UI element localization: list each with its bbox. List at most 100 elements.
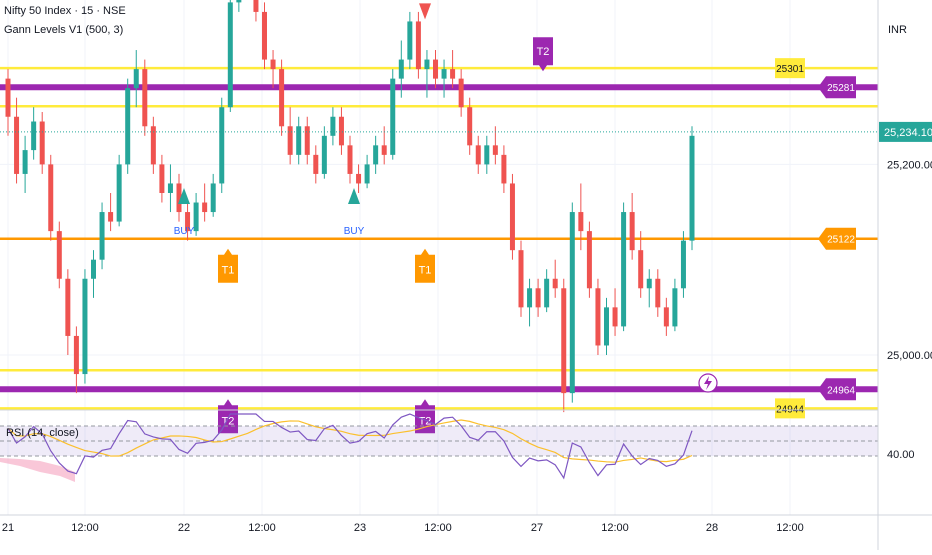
buy-signal-label: BUY [344,226,365,237]
level-label-text: 25301 [776,64,804,75]
candle-body [279,69,285,127]
candle-body [65,278,71,336]
candle-body [612,307,618,327]
time-tick-label: 12:00 [424,522,452,534]
time-tick-label: 12:00 [248,522,276,534]
candle-body [441,69,447,79]
signals: SELLSELLBUYBUY [174,3,718,393]
currency-label[interactable]: INR [888,24,907,36]
level-label-box [818,227,856,250]
candle-body [518,250,524,308]
candle-body [646,278,652,289]
candle-body [475,145,481,165]
level-markers: T2T2T1T1T1T2T1T1T2T2 [218,37,553,434]
level-marker-text: T1 [222,265,235,277]
rsi-oversold-fill [0,458,75,482]
price-tick-label: 25,200.00 [887,159,932,171]
candle-body [364,164,370,184]
candle-body [270,59,276,70]
candle-body [373,145,379,165]
buy-signal-label: BUY [174,226,195,237]
candle-body [586,231,592,289]
candle-body [5,78,11,117]
rsi-panel [0,409,878,482]
candle-body [604,307,609,346]
candle-body [99,212,105,260]
candle-body [552,278,558,289]
candle-body [48,164,54,232]
candle-body [672,288,678,327]
level-label-box [775,58,805,79]
candle-body [321,135,327,174]
candle-body [424,59,430,70]
candle-body [356,173,362,184]
candle-body [638,250,644,289]
candle-body [167,183,173,193]
level-label-text: 24964 [827,385,855,396]
candle-body [398,59,404,79]
candle-body [91,259,96,279]
level-marker-flag [533,37,553,72]
candle-body [347,145,353,174]
candle-body [450,69,456,79]
rsi-title: RSI (14, close) [6,427,79,439]
rsi-band [0,426,878,456]
candle-body [458,78,464,108]
time-tick-label: 12:00 [71,522,99,534]
rsi-tick-label: 40.00 [887,449,915,461]
level-label-box [818,378,856,401]
level-marker-flag [415,399,435,434]
candle-body [655,278,661,308]
candle-body [262,11,267,60]
candle-body [227,2,233,108]
symbol-title: Nifty 50 Index · 15 · NSE [4,5,126,17]
time-axis: 21 12:00 22 12:00 23 12:00 27 12:00 28 12:00 [2,522,804,534]
candle-body [484,145,490,165]
price-tick-label: 25,000.00 [887,350,932,362]
candle-body [150,126,156,165]
candle-body [287,126,293,155]
candle-body [236,0,242,3]
time-tick-label: 12:00 [776,522,804,534]
level-marker-flag [218,248,238,283]
buy-arrow-icon [348,188,360,205]
time-tick-label: 22 [178,522,190,534]
candle-body [544,278,550,308]
candle-body [415,21,421,70]
candle-body [467,107,473,146]
candle-body [108,212,114,222]
candle-body [313,154,319,174]
candle-body [253,0,259,12]
buy-arrow-icon [178,188,190,205]
candle-body [82,278,88,375]
candle-body [142,69,148,127]
candle-body [501,154,507,184]
candle-body [390,78,396,155]
candle-body [210,183,216,213]
candle-body [39,121,45,165]
candle-body [14,116,20,174]
candle-body [407,21,413,60]
candle-body [22,150,28,174]
current-price-label: 25,234.10 [884,127,932,139]
candle-body [492,145,498,155]
level-marker-flag [415,248,435,283]
candle-body [73,335,79,375]
rsi-ma-line [7,419,693,463]
time-tick-label: 12:00 [601,522,629,534]
candle-body [621,212,627,327]
level-marker-text: T2 [537,46,550,58]
time-tick-label: 28 [706,522,718,534]
candle-body [202,202,208,213]
candle-body [56,231,62,279]
candle-body [185,212,191,232]
rsi-line [7,413,693,480]
candles [5,0,695,413]
candle-body [125,88,131,165]
candle-body [680,240,686,289]
candle-body [561,288,567,394]
candle-body [133,69,139,89]
